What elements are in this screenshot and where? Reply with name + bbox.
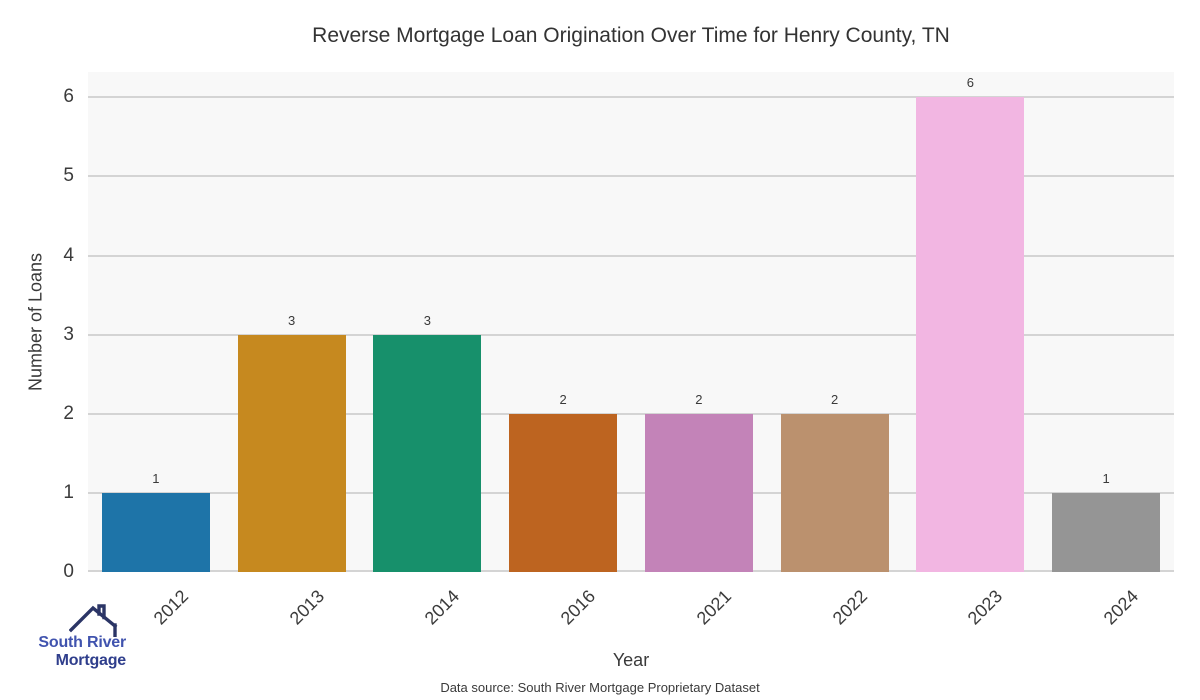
y-tick-label: 3 [63,323,74,345]
x-tick-label: 2024 [1099,586,1143,629]
data-source-note: Data source: South River Mortgage Propri… [440,680,760,695]
gridline [88,254,1174,257]
bar-2016 [509,413,618,572]
gridline [88,96,1174,99]
y-axis-title: Number of Loans [25,252,46,392]
gridline [88,412,1174,415]
bar-2024 [1052,492,1161,572]
logo: South River Mortgage [20,603,126,670]
bar-2021 [644,413,753,572]
chart-title: Reverse Mortgage Loan Origination Over T… [312,24,950,47]
y-tick-label: 4 [63,244,74,266]
bar-2013 [237,334,346,572]
bar-value-label: 6 [966,75,974,91]
x-tick-label: 2014 [421,586,464,629]
x-axis-title: Year [612,650,650,670]
gridline [88,333,1174,336]
logo-text-line2: Mortgage [55,652,127,669]
bar-value-label: 2 [831,391,839,407]
gridline [88,175,1174,178]
bar-2023 [916,97,1025,572]
x-tick-label: 2016 [556,586,600,629]
y-tick-label: 6 [63,86,74,108]
y-tick-label: 5 [63,165,74,187]
bar-value-label: 3 [288,312,296,328]
bar-value-label: 1 [1102,470,1110,486]
x-tick-label: 2021 [692,586,736,629]
bar-value-label: 3 [423,312,431,328]
logo-text-line1: South River [38,634,126,651]
bar-value-label: 2 [559,391,567,407]
x-tick-label: 2013 [285,586,328,629]
bar-value-label: 2 [695,391,703,407]
bar-2012 [101,492,210,572]
y-tick-label: 0 [63,561,74,582]
x-tick-label: 2022 [828,586,871,629]
bar-value-label: 1 [152,470,160,486]
x-tick-label: 2023 [964,586,1007,629]
y-tick-label: 1 [63,481,74,503]
plot-area: 1 3 3 2 2 2 6 1 [88,72,1174,572]
y-tick-label: 2 [63,402,74,424]
gridline [88,570,1174,572]
bar-2022 [780,413,889,572]
house-roof-icon [69,604,118,637]
gridline [88,491,1174,494]
bar-2014 [373,334,482,572]
